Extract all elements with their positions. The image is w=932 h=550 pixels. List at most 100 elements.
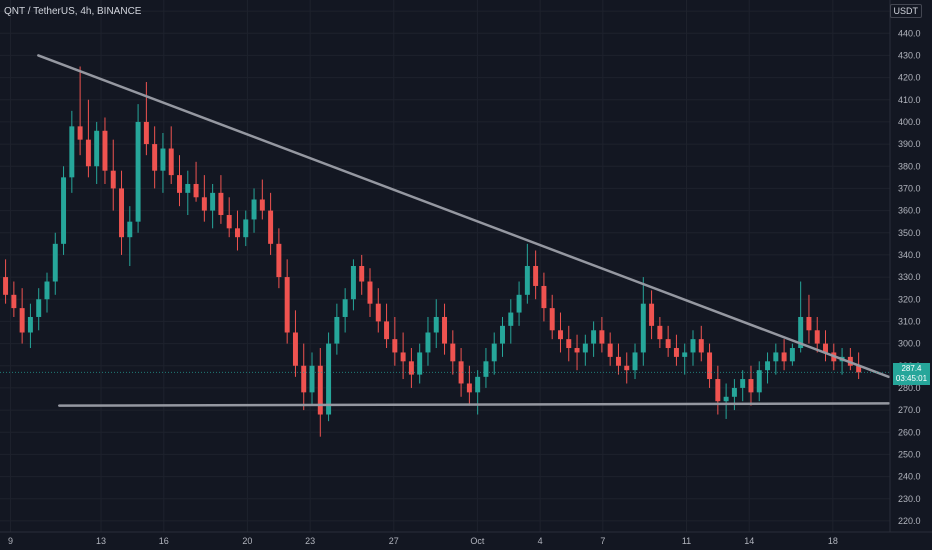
candle-body (168, 148, 174, 176)
candle-body (301, 365, 307, 393)
candle-body (400, 352, 406, 362)
candle-body (640, 303, 646, 353)
x-tick-label: 11 (682, 536, 691, 546)
candle-body (856, 365, 862, 373)
last-price-value: 287.4 (901, 364, 922, 373)
y-tick-label: 430.0 (898, 50, 921, 60)
candle-body (234, 228, 240, 238)
candle-body (599, 330, 605, 344)
candle-body (160, 148, 166, 171)
y-tick-label: 220.0 (898, 516, 921, 526)
y-tick-label: 340.0 (898, 250, 921, 260)
price-axis[interactable]: 220.0230.0240.0250.0260.0270.0280.0290.0… (898, 6, 921, 526)
y-tick-label: 320.0 (898, 294, 921, 304)
candle-body (193, 183, 199, 198)
candle-body (408, 361, 414, 375)
candle-body (210, 192, 216, 211)
candle-body (624, 365, 630, 371)
candle-body (665, 339, 671, 349)
candle-body (292, 332, 298, 366)
candlestick-series (3, 66, 862, 437)
x-tick-label: 18 (828, 536, 838, 546)
candle-body (690, 339, 696, 353)
candle-body (36, 299, 42, 317)
candle-body (425, 332, 431, 353)
candle-body (516, 294, 522, 313)
chart-grid (0, 0, 890, 532)
candle-body (549, 308, 555, 331)
candle-body (243, 219, 249, 238)
x-tick-label: 13 (96, 536, 106, 546)
candle-body (475, 376, 481, 393)
candle-body (566, 339, 572, 349)
candle-body (789, 348, 795, 362)
candle-body (458, 361, 464, 384)
candle-body (359, 266, 365, 282)
candle-body (94, 130, 100, 167)
candle-body (119, 188, 125, 238)
candle-body (483, 361, 489, 377)
candle-body (284, 277, 290, 333)
candle-body (806, 316, 812, 331)
candle-body (19, 308, 25, 333)
candle-body (765, 361, 771, 371)
candle-body (276, 243, 282, 278)
candle-body (649, 303, 655, 326)
y-tick-label: 370.0 (898, 183, 921, 193)
bar-countdown: 03:45:01 (895, 374, 928, 383)
candle-body (508, 312, 514, 326)
candle-body (11, 294, 17, 309)
symbol-title: QNT / TetherUS, 4h, BINANCE (4, 6, 142, 17)
x-tick-label: 9 (8, 536, 13, 546)
candle-body (143, 121, 149, 145)
y-tick-label: 330.0 (898, 272, 921, 282)
y-tick-label: 440.0 (898, 28, 921, 38)
candle-body (61, 177, 67, 244)
y-tick-label: 360.0 (898, 206, 921, 216)
y-tick-label: 280.0 (898, 383, 921, 393)
candle-body (756, 370, 762, 393)
candle-body (533, 266, 539, 286)
y-tick-label: 410.0 (898, 95, 921, 105)
candle-body (682, 352, 688, 357)
candle-body (591, 330, 597, 344)
candle-body (334, 316, 340, 344)
candle-body (433, 316, 439, 333)
y-tick-label: 420.0 (898, 73, 921, 83)
candle-body (218, 192, 224, 216)
candle-body (748, 379, 754, 393)
candle-body (317, 365, 323, 415)
y-tick-label: 250.0 (898, 449, 921, 459)
candle-body (773, 352, 779, 362)
y-tick-label: 390.0 (898, 139, 921, 149)
candle-body (44, 281, 50, 300)
candle-body (450, 343, 456, 362)
currency-label[interactable]: USDT (889, 4, 922, 18)
candle-body (259, 199, 265, 211)
candle-body (185, 183, 191, 193)
candle-body (823, 343, 828, 353)
x-tick-label: 27 (389, 536, 399, 546)
y-tick-label: 350.0 (898, 228, 921, 238)
y-tick-label: 240.0 (898, 472, 921, 482)
candle-body (69, 126, 75, 178)
last-price-badge: 287.4 03:45:01 (893, 363, 930, 385)
x-tick-label: Oct (470, 536, 485, 546)
candle-body (3, 277, 9, 295)
candle-body (85, 139, 91, 167)
candle-body (814, 330, 820, 344)
candle-body (698, 339, 704, 353)
candle-body (135, 121, 141, 222)
candle-body (574, 348, 580, 353)
trendlines (37, 54, 890, 407)
candle-body (740, 379, 746, 388)
candle-body (541, 285, 547, 309)
candle-body (226, 215, 232, 229)
candle-body (110, 170, 116, 189)
candle-body (384, 321, 390, 340)
candle-body (557, 330, 563, 340)
x-tick-label: 14 (744, 536, 754, 546)
trendline (37, 54, 890, 379)
time-axis[interactable]: 9 13 16 20 23 27 Oct 4 7 11 14 18 (8, 536, 838, 546)
